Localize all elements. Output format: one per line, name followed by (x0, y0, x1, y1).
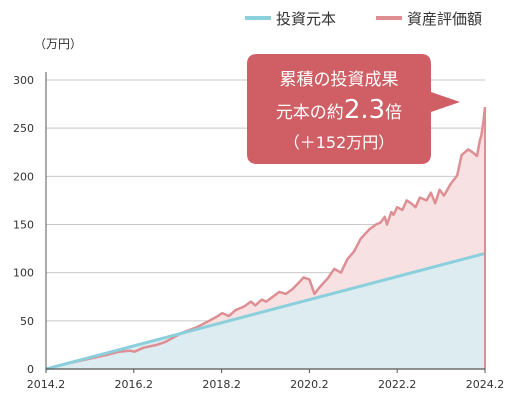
result-callout: 累積の投資成果 元本の約2.3倍 （＋152万円） (247, 54, 460, 164)
y-tick-label-100: 100 (13, 267, 34, 280)
legend-item-asset: 資産評価額 (376, 10, 482, 28)
callout-ratio-value: 2.3 (344, 95, 385, 125)
callout-gain: （＋152万円） (284, 133, 395, 152)
y-tick-label-250: 250 (13, 122, 34, 135)
x-tick-label-2018.2: 2018.2 (202, 378, 241, 391)
y-tick-label-0: 0 (27, 363, 34, 376)
callout-ratio-suffix: 倍 (385, 103, 402, 123)
x-tick-label-2020.2: 2020.2 (290, 378, 329, 391)
legend-swatch-principal (245, 16, 271, 20)
legend: 投資元本 資産評価額 (245, 10, 482, 28)
y-tick-label-50: 50 (20, 315, 34, 328)
x-tick-label-2014.2: 2014.2 (27, 378, 66, 391)
legend-label-principal: 投資元本 (276, 10, 336, 28)
y-axis-unit-label: （万円） (34, 37, 82, 51)
legend-label-asset: 資産評価額 (407, 10, 482, 28)
callout-ratio-prefix: 元本の約 (276, 103, 344, 123)
x-tick-label-2024.2: 2024.2 (466, 378, 505, 391)
legend-item-principal: 投資元本 (245, 10, 336, 28)
x-tick-label-2022.2: 2022.2 (378, 378, 417, 391)
y-tick-label-150: 150 (13, 219, 34, 232)
principal-line (45, 251, 486, 371)
y-axis-ticks: 0 50 100 150 200 250 300 (13, 74, 34, 376)
series-areas (45, 106, 487, 371)
callout-title: 累積の投資成果 (280, 70, 399, 90)
y-tick-label-300: 300 (13, 74, 34, 87)
legend-swatch-asset (376, 16, 402, 20)
axes (45, 72, 485, 370)
callout-bubble (247, 54, 460, 164)
callout-ratio-line: 元本の約2.3倍 (276, 95, 402, 125)
y-tick-label-200: 200 (13, 170, 34, 183)
x-tick-label-2016.2: 2016.2 (115, 378, 154, 391)
x-axis-ticks: 2014.2 2016.2 2018.2 2020.2 2022.2 2024.2 (27, 369, 505, 391)
